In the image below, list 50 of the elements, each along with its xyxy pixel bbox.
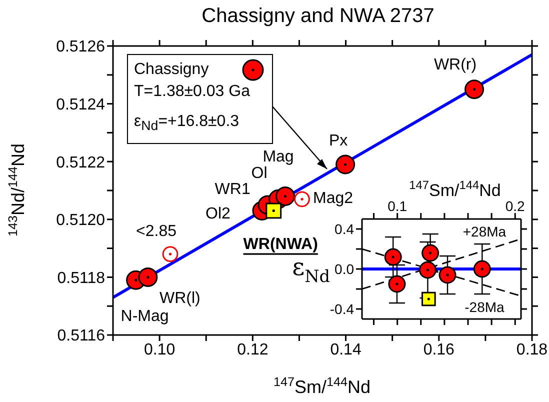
annotation: Ol2 xyxy=(206,205,231,222)
point xyxy=(473,260,491,278)
point xyxy=(162,246,178,262)
annotation: Ol xyxy=(251,164,268,182)
y-tick-label: 0.5116 xyxy=(57,328,106,345)
y-tick-label: 0.5124 xyxy=(56,96,106,114)
y-tick-label: 0.5122 xyxy=(56,154,106,172)
x-tick-label: 0.18 xyxy=(516,341,548,358)
annotation: Mag xyxy=(262,148,294,165)
annotation: WR(r) xyxy=(434,56,477,73)
point xyxy=(336,154,356,174)
y-tick-label: 0.4 xyxy=(334,220,354,237)
x-axis-title: $^{147}$Sm/$^{144}$Nd xyxy=(273,374,371,397)
annotation: -28Ma xyxy=(464,299,505,315)
point xyxy=(384,248,402,266)
x-tick-label: 0.2 xyxy=(505,198,526,214)
legend-label: Chassigny xyxy=(134,60,209,80)
y-tick-label: 0.0 xyxy=(334,260,354,277)
x-axis-title: $^{147}$Sm/$^{144}$Nd xyxy=(409,178,501,200)
point xyxy=(276,186,296,206)
x-tick-label: 0.12 xyxy=(237,341,268,358)
x-tick-label: 0.1 xyxy=(388,198,408,214)
annotation: N-Mag xyxy=(120,308,169,325)
annotation: T=1.38±0.03 Ga xyxy=(134,82,251,102)
annotation: ε$_{Nd}$=+16.8±0.3 xyxy=(134,112,240,136)
annotation: +28Ma xyxy=(462,224,506,240)
annotation: WR1 xyxy=(214,180,250,198)
point xyxy=(418,261,436,279)
x-tick-label: 0.10 xyxy=(144,341,176,358)
point xyxy=(388,275,406,293)
annotation: Px xyxy=(328,132,348,149)
y-tick-label: 0.5118 xyxy=(57,270,106,287)
y-tick-label: 0.5126 xyxy=(56,38,106,56)
chart-title: Chassigny and NWA 2737 xyxy=(202,5,434,27)
y-tick-label: 0.5120 xyxy=(56,212,106,230)
y-axis-title: ε$_{Nd}$ xyxy=(292,253,330,286)
point xyxy=(464,80,484,100)
series-label: WR(NWA) xyxy=(243,236,318,254)
x-tick-label: 0.14 xyxy=(330,341,362,358)
point xyxy=(138,267,158,287)
y-tick-label: -0.4 xyxy=(330,300,354,317)
point xyxy=(438,266,456,284)
x-tick-label: 0.16 xyxy=(423,341,455,358)
annotation: WR(l) xyxy=(159,290,200,307)
point xyxy=(266,202,282,219)
annotation: <2.85 xyxy=(136,222,177,240)
point xyxy=(294,191,310,208)
point xyxy=(422,292,436,306)
point xyxy=(422,244,440,262)
annotation: Mag2 xyxy=(313,190,354,207)
